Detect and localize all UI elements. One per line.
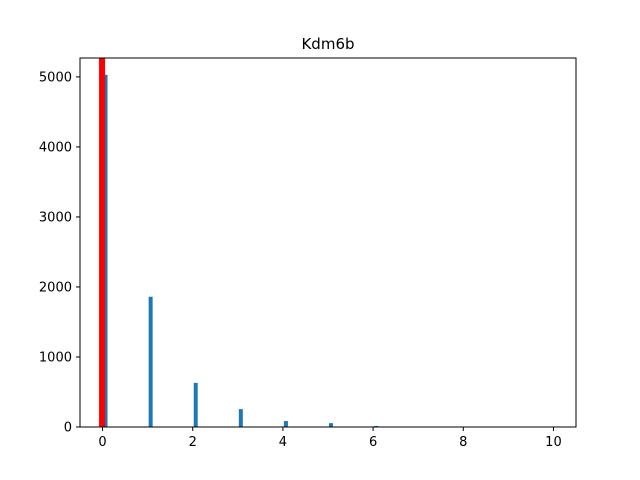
histogram-bar [374, 425, 379, 427]
plot-frame [79, 57, 577, 428]
histogram-bar [283, 421, 288, 427]
y-tick-label: 0 [64, 421, 72, 436]
x-tick-label: 8 [459, 435, 467, 450]
histogram-bar [148, 296, 153, 427]
x-tick-label: 10 [545, 435, 562, 450]
y-tick-label: 1000 [39, 350, 72, 365]
x-tick-label: 0 [98, 435, 106, 450]
histogram-bar [103, 74, 108, 427]
x-tick-label: 4 [279, 435, 287, 450]
chart-title: Kdm6b [301, 35, 354, 53]
x-tick-label: 6 [369, 435, 377, 450]
y-tick-label: 5000 [39, 70, 72, 85]
histogram-bar [238, 409, 243, 427]
y-tick-label: 3000 [39, 210, 72, 225]
y-tick-label: 2000 [39, 280, 72, 295]
histogram-bar [193, 382, 198, 427]
histogram-bar [329, 423, 333, 427]
highlight-bar [99, 58, 106, 427]
y-tick-label: 4000 [39, 140, 72, 155]
axes-layer: 0 2 4 6 8 10 0 1000 2000 3000 4000 5000 [39, 57, 577, 450]
x-tick-label: 2 [189, 435, 197, 450]
